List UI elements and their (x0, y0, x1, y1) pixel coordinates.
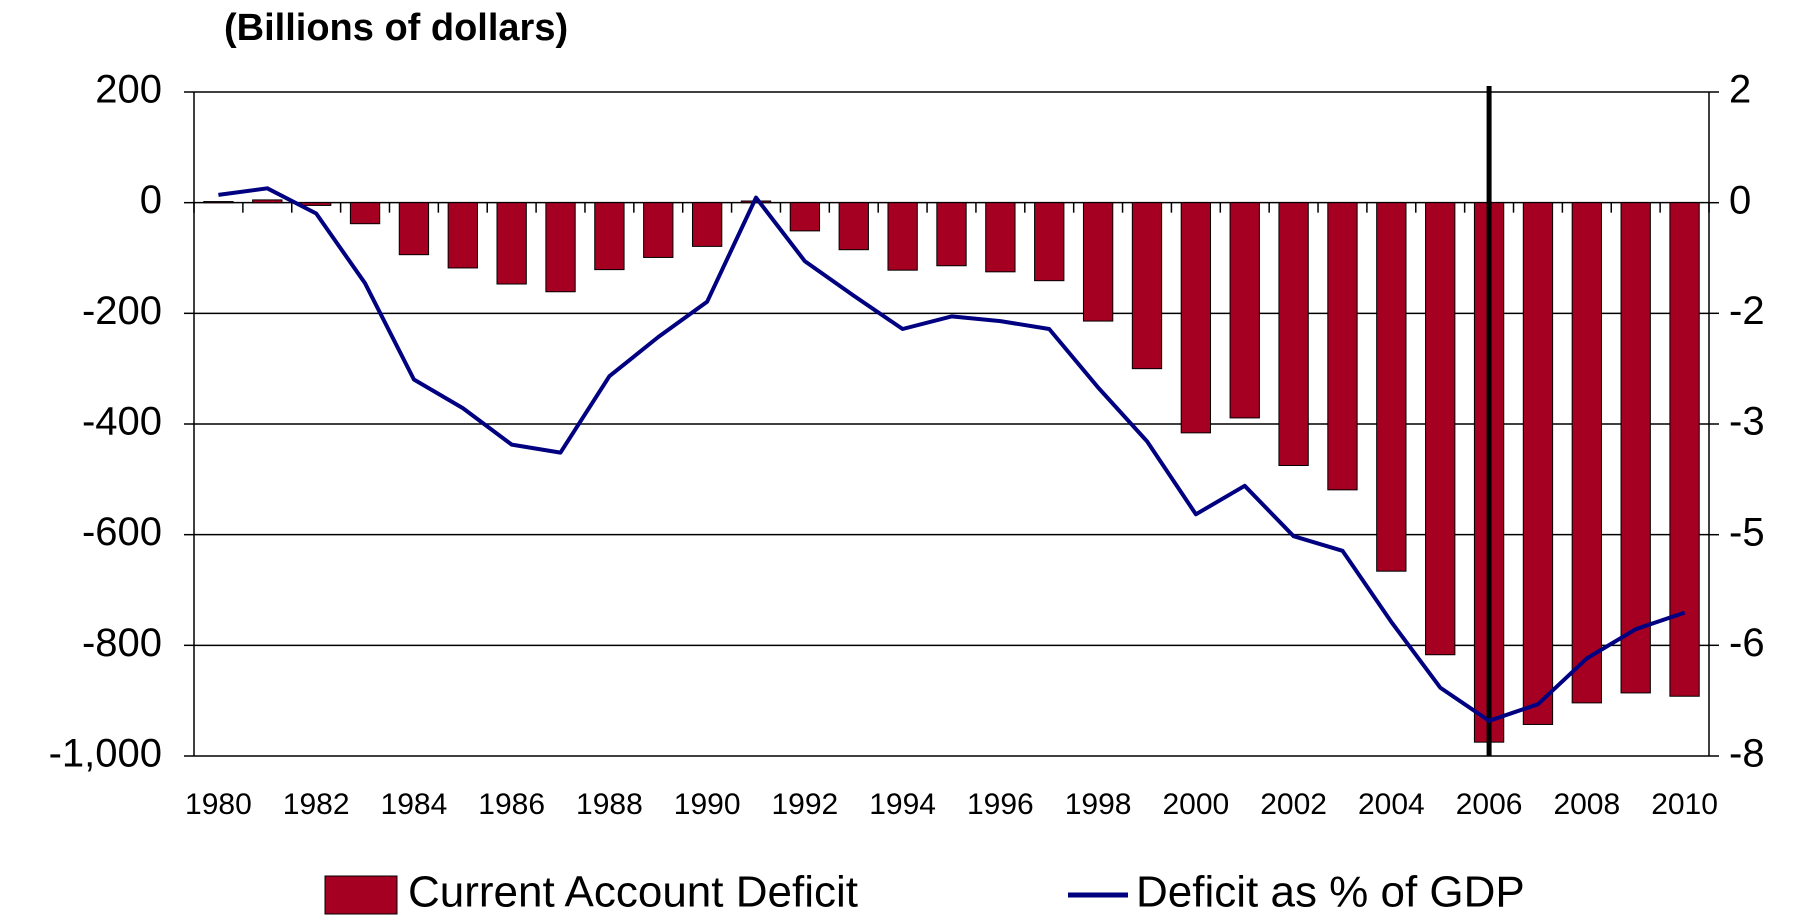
x-tick-label: 2004 (1358, 788, 1425, 821)
chart-title: (Billions of dollars) (224, 7, 568, 49)
y2-tick-label: -5 (1729, 510, 1765, 554)
bar (1376, 202, 1407, 572)
bar (1278, 202, 1309, 467)
bar (447, 202, 478, 269)
x-tick-label: 1994 (869, 788, 936, 821)
x-tick-label: 2000 (1162, 788, 1229, 821)
bar (349, 202, 381, 225)
legend-label: Current Account Deficit (408, 868, 858, 916)
bar (1425, 202, 1456, 656)
x-tick-label: 1996 (967, 788, 1034, 821)
y2-tick-label: -2 (1729, 289, 1765, 333)
y-tick-label: -400 (82, 400, 162, 444)
bar (838, 202, 869, 251)
bar (789, 202, 821, 232)
bar (1034, 202, 1065, 282)
y2-tick-label: -3 (1729, 400, 1765, 444)
y2-tick-label: -6 (1729, 621, 1765, 665)
x-tick-label: 1982 (283, 788, 350, 821)
y-tick-label: -800 (82, 621, 162, 665)
bar (1522, 202, 1554, 725)
bar (594, 202, 625, 271)
y-tick-label: -600 (82, 510, 162, 554)
y-tick-label: -200 (82, 289, 162, 333)
y-tick-label: -1,000 (49, 732, 162, 776)
bar (203, 201, 234, 204)
x-tick-label: 2002 (1260, 788, 1327, 821)
bar (1082, 202, 1114, 322)
x-tick-label: 2008 (1553, 788, 1620, 821)
bar (887, 202, 918, 271)
bar (545, 202, 576, 293)
bar (1571, 202, 1602, 704)
bar (252, 199, 283, 204)
bar (398, 202, 430, 256)
y2-tick-label: 0 (1729, 178, 1751, 222)
x-tick-label: 2010 (1651, 788, 1718, 821)
y-tick-label: 200 (95, 68, 162, 112)
legend-swatch (324, 875, 398, 915)
x-tick-label: 1986 (478, 788, 545, 821)
bar (1669, 202, 1700, 697)
x-tick-label: 1980 (185, 788, 252, 821)
line (218, 186, 1686, 723)
x-tick-label: 1988 (576, 788, 643, 821)
x-tick-label: 1992 (772, 788, 839, 821)
bar (301, 202, 332, 206)
x-tick-label: 1990 (674, 788, 741, 821)
bar (1620, 202, 1651, 694)
bar (643, 202, 674, 258)
bar (985, 202, 1016, 273)
bar (1327, 202, 1358, 491)
y2-tick-label: 2 (1729, 68, 1751, 112)
y-tick-label: 0 (140, 178, 162, 222)
x-tick-label: 1998 (1065, 788, 1132, 821)
y2-tick-label: -8 (1729, 732, 1765, 776)
bar (1131, 202, 1163, 370)
legend-label: Deficit as % of GDP (1136, 868, 1525, 916)
bar (936, 202, 967, 267)
bar (691, 202, 723, 247)
bar (1229, 202, 1260, 419)
bar (496, 202, 527, 285)
x-tick-label: 2006 (1456, 788, 1523, 821)
x-tick-label: 1984 (381, 788, 448, 821)
bar (1180, 202, 1212, 434)
